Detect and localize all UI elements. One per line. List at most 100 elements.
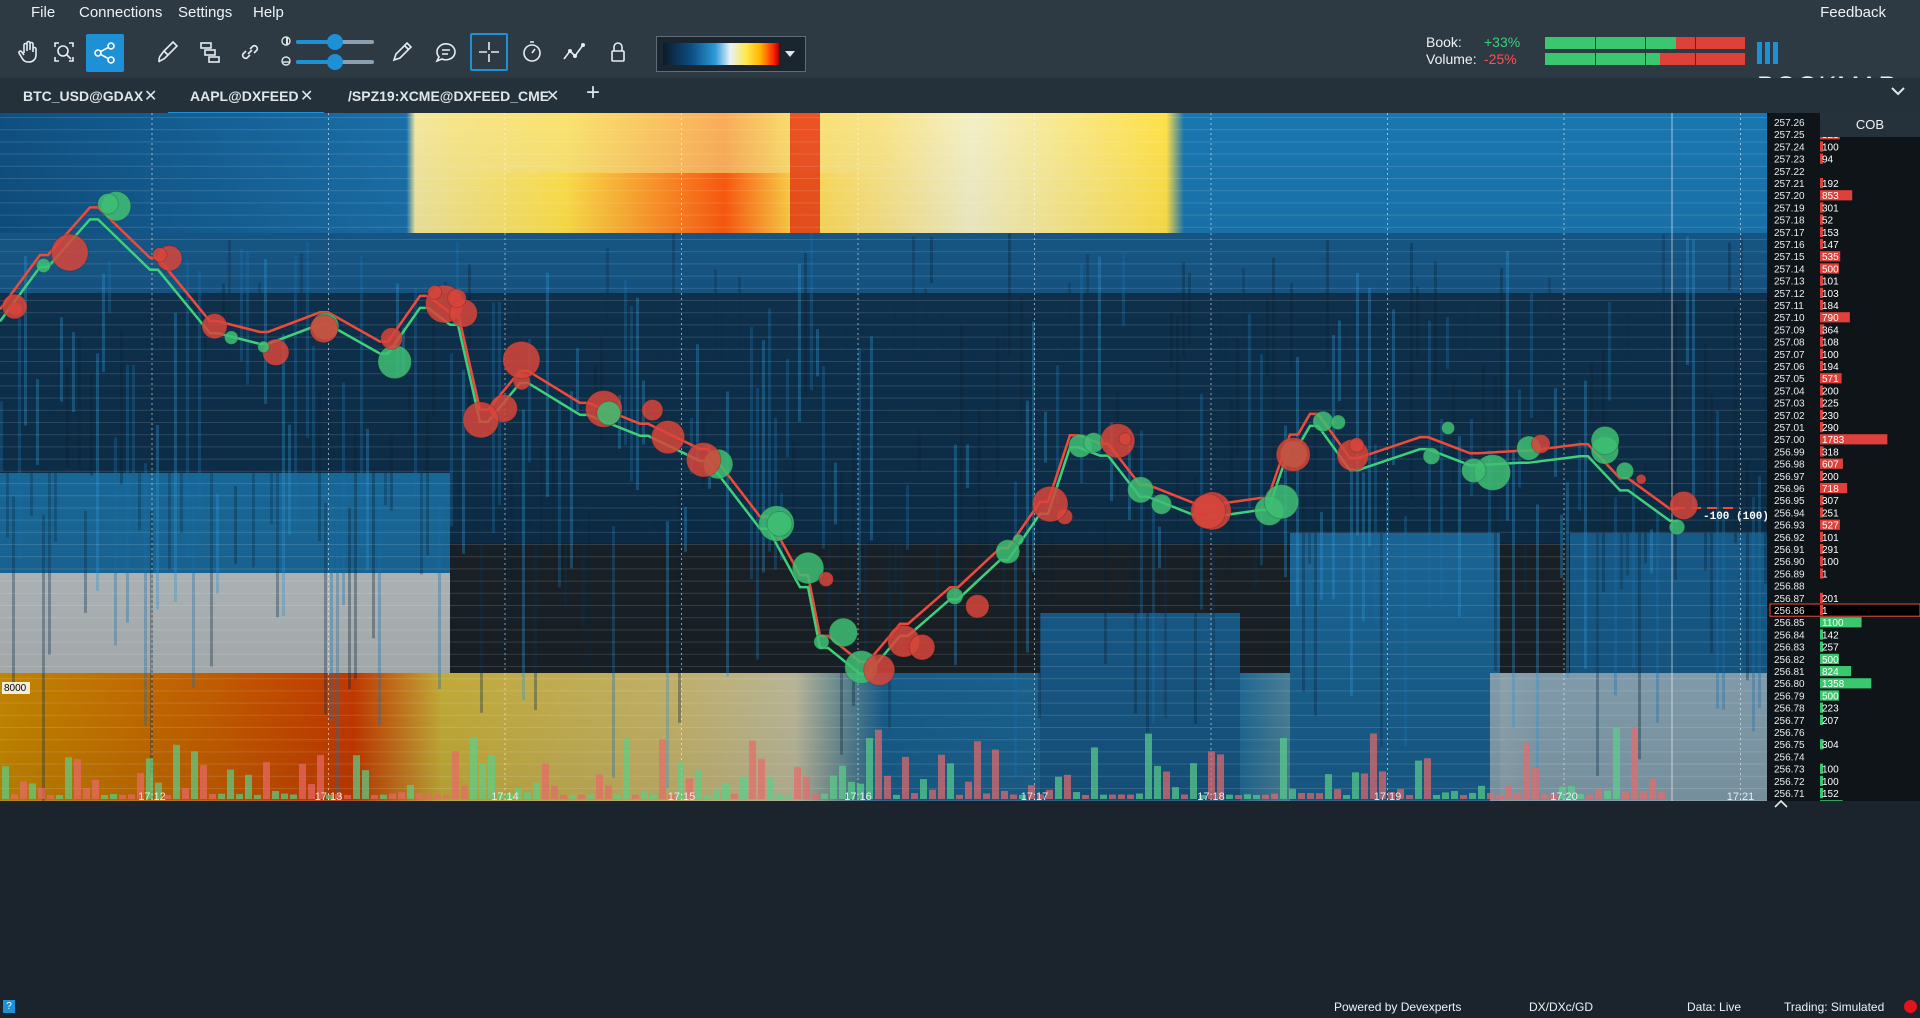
heatmap-streak bbox=[1272, 257, 1275, 513]
cob-size-bar bbox=[1820, 483, 1848, 494]
heatmap-streak bbox=[1362, 472, 1365, 622]
lock-tool-button[interactable] bbox=[600, 34, 636, 70]
volume-bar bbox=[434, 794, 441, 799]
heatmap-streak bbox=[660, 324, 663, 478]
heatmap-palette-selector[interactable] bbox=[656, 36, 806, 72]
brush-tool-button[interactable] bbox=[150, 34, 186, 70]
price-gridline bbox=[0, 788, 1767, 789]
close-icon[interactable]: ✕ bbox=[144, 88, 158, 105]
trade-bubble bbox=[224, 330, 239, 345]
price-gridline bbox=[0, 202, 1767, 204]
heatmap-streak bbox=[870, 336, 873, 541]
volume-bar bbox=[1343, 794, 1350, 799]
volume-bar bbox=[740, 776, 747, 799]
heatmap-streak bbox=[1740, 237, 1743, 323]
share-button[interactable] bbox=[86, 34, 124, 72]
cob-price-level: 257.14 bbox=[1774, 264, 1805, 275]
heatmap-streak bbox=[618, 395, 621, 449]
menu-file[interactable]: File bbox=[31, 4, 55, 21]
heatmap-streak bbox=[1314, 424, 1317, 716]
zoom-reset-button[interactable] bbox=[46, 34, 82, 70]
heatmap-chart[interactable]: -100 (100) 257.26102257.25523257.2410025… bbox=[0, 113, 1920, 1003]
pencil-tool-button[interactable] bbox=[384, 34, 420, 70]
heatmap-streak bbox=[1050, 530, 1053, 601]
price-gridline bbox=[0, 263, 1767, 265]
price-gridline bbox=[0, 544, 1767, 545]
indicator-tool-button[interactable] bbox=[556, 34, 592, 70]
volume-bar bbox=[1298, 792, 1305, 799]
trade-bubble bbox=[309, 314, 339, 344]
help-icon[interactable]: ? bbox=[3, 1000, 15, 1013]
heatmap-streak bbox=[600, 336, 603, 441]
volume-bar bbox=[650, 794, 657, 799]
heatmap-streak bbox=[1758, 475, 1761, 708]
price-gridline bbox=[0, 690, 1767, 692]
cob-price-level: 257.25 bbox=[1774, 130, 1805, 141]
trade-bubble bbox=[1263, 484, 1300, 520]
heatmap-streak bbox=[1500, 268, 1503, 493]
close-icon[interactable]: ✕ bbox=[300, 88, 314, 105]
heatmap-streak bbox=[1002, 326, 1005, 607]
heatmap-streak bbox=[132, 364, 135, 474]
timer-tool-button[interactable] bbox=[514, 34, 550, 70]
menu-help[interactable]: Help bbox=[253, 4, 284, 21]
contrast-slider[interactable] bbox=[296, 54, 374, 70]
cob-ladder[interactable]: 257.26102257.25523257.24100257.2394257.2… bbox=[1767, 113, 1920, 959]
feedback-link[interactable]: Feedback bbox=[1820, 4, 1886, 21]
heatmap-streak bbox=[414, 288, 417, 500]
tab-aapl[interactable]: AAPL@DXFEED ✕ bbox=[168, 78, 324, 114]
layers-tool-button[interactable] bbox=[192, 34, 228, 70]
cob-price-level: 257.09 bbox=[1774, 325, 1805, 336]
tab-spz19[interactable]: /SPZ19:XCME@DXFEED_CME ✕ bbox=[326, 78, 566, 112]
trade-bubble bbox=[201, 313, 228, 340]
price-gridline bbox=[0, 531, 1767, 533]
volume-bar bbox=[1550, 794, 1557, 799]
menu-connections[interactable]: Connections bbox=[79, 4, 162, 21]
contrast-slider-knob[interactable] bbox=[327, 54, 343, 70]
tab-btc-usd[interactable]: BTC_USD@GDAX ✕ bbox=[0, 78, 166, 112]
cob-price-level: 256.86 bbox=[1774, 606, 1805, 617]
heatmap-streak bbox=[612, 526, 615, 778]
heatmap-streak bbox=[954, 444, 957, 666]
cob-size-bar bbox=[1820, 373, 1842, 384]
heatmap-streak bbox=[474, 350, 477, 399]
heatmap-streak bbox=[846, 323, 849, 464]
menu-settings[interactable]: Settings bbox=[178, 4, 232, 21]
heatmap-streak bbox=[528, 338, 531, 463]
volume-bar bbox=[1154, 765, 1161, 799]
cob-size-value: 500 bbox=[1822, 655, 1839, 666]
volume-bar bbox=[866, 738, 873, 799]
cob-size-value: 853 bbox=[1822, 191, 1839, 202]
brightness-slider-knob[interactable] bbox=[327, 34, 343, 50]
heatmap-streak bbox=[18, 318, 21, 562]
instrument-tab-bar bbox=[0, 78, 1920, 113]
trade-bubble bbox=[1012, 533, 1025, 546]
heatmap-canvas[interactable]: -100 (100) 257.26102257.25523257.2410025… bbox=[0, 113, 1920, 1003]
brightness-slider-fill bbox=[296, 40, 335, 44]
volume-bar bbox=[641, 791, 648, 799]
cob-price-level: 256.80 bbox=[1774, 679, 1805, 690]
add-tab-button[interactable]: + bbox=[585, 79, 600, 106]
cob-price-level: 256.77 bbox=[1774, 716, 1805, 727]
heatmap-streak bbox=[24, 255, 27, 426]
link-tool-button[interactable] bbox=[232, 34, 268, 70]
crosshair-tool-button[interactable] bbox=[470, 33, 508, 71]
heatmap-streak bbox=[942, 309, 945, 473]
trade-bubble bbox=[641, 399, 664, 422]
heatmap-streak bbox=[1308, 452, 1311, 565]
heatmap-streak bbox=[114, 437, 117, 646]
heatmap-streak bbox=[678, 487, 681, 723]
chat-tool-button[interactable] bbox=[428, 34, 464, 70]
heatmap-streak bbox=[516, 296, 519, 371]
brightness-slider[interactable] bbox=[296, 34, 374, 50]
cob-size-bar bbox=[1820, 653, 1839, 664]
trade-bubble bbox=[1127, 476, 1155, 504]
close-icon[interactable]: ✕ bbox=[546, 88, 560, 105]
chevron-down-icon[interactable] bbox=[1890, 86, 1906, 96]
heatmap-streak bbox=[1176, 316, 1179, 530]
cob-price-level: 257.24 bbox=[1774, 142, 1805, 153]
cob-price-level: 257.05 bbox=[1774, 374, 1805, 385]
trade-bubble bbox=[946, 587, 964, 605]
volume-bar bbox=[371, 794, 378, 799]
hand-tool-button[interactable] bbox=[10, 34, 46, 70]
